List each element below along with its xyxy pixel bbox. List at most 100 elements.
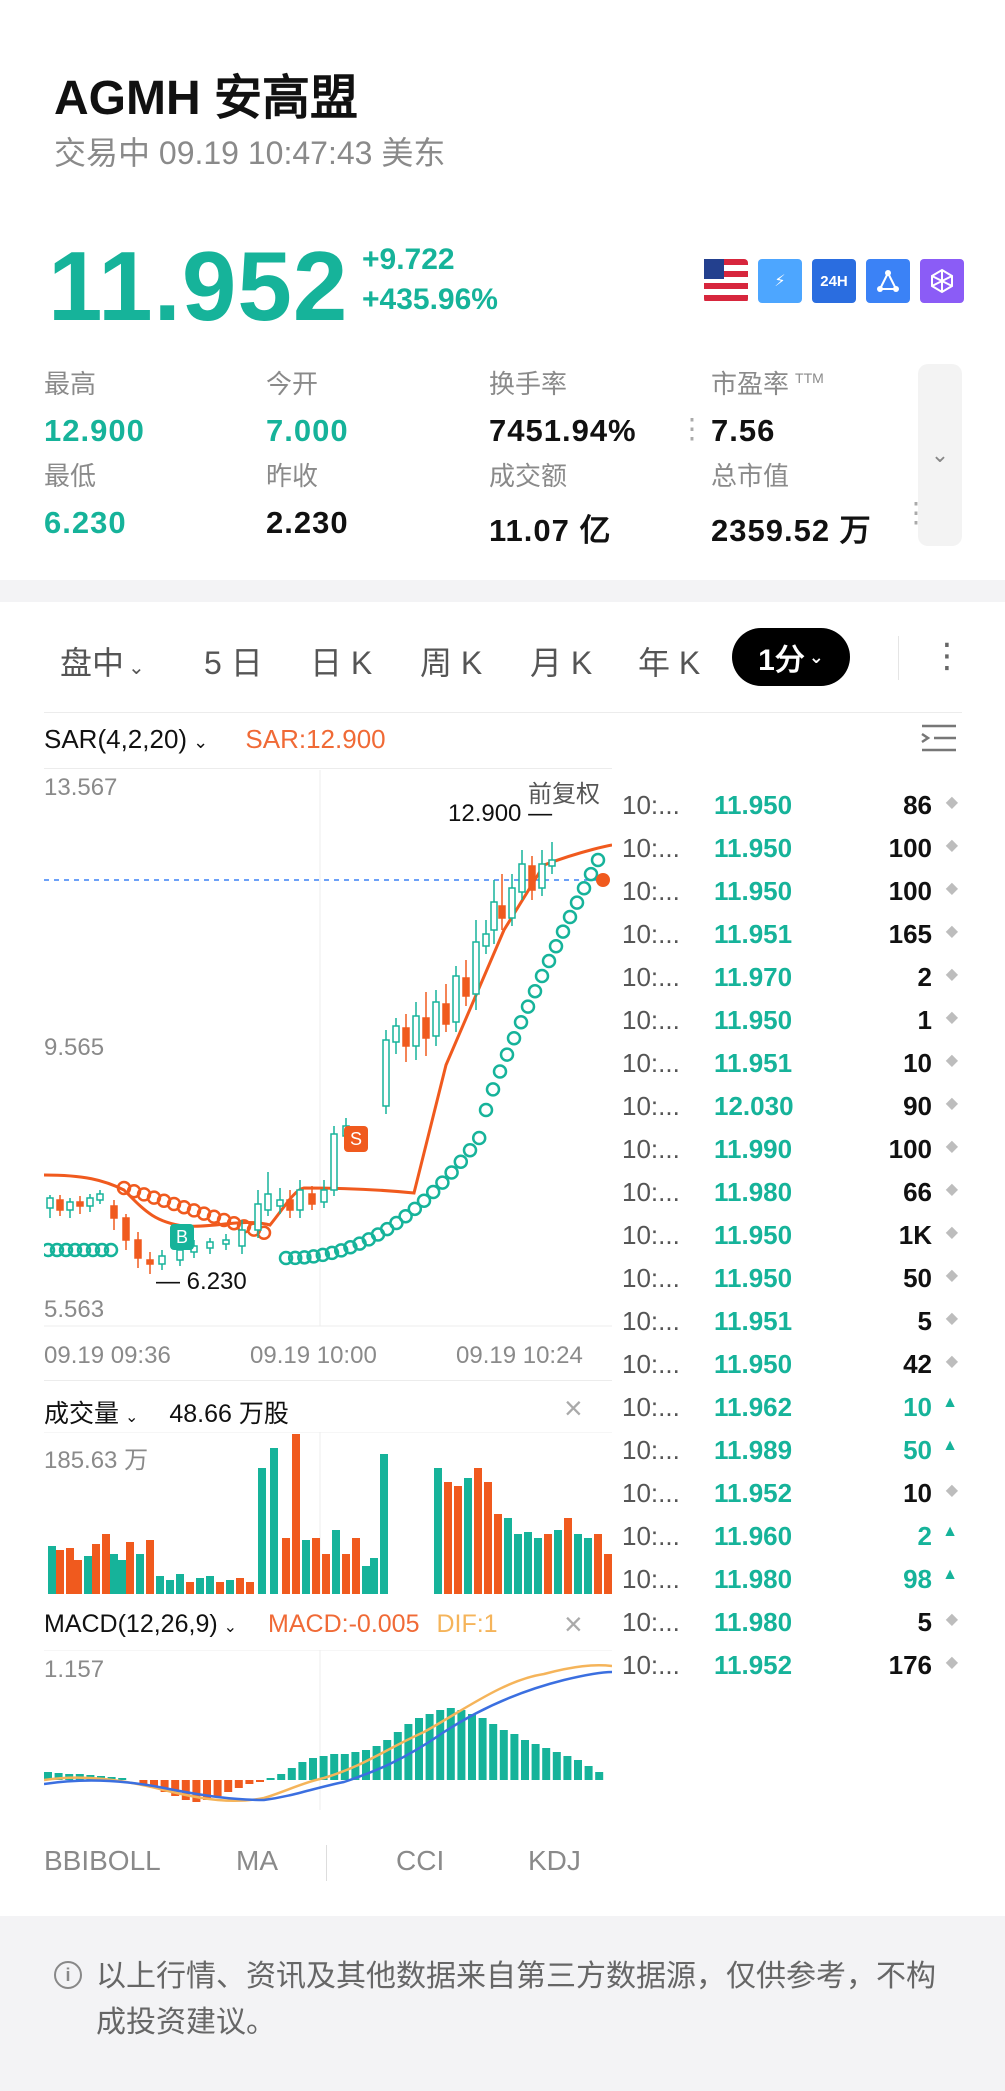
tab-bbiboll[interactable]: BBIBOLL: [44, 1845, 161, 1876]
volume-bar: [118, 1560, 126, 1594]
tab-month-k[interactable]: 月 K: [530, 645, 593, 681]
list-settings-icon[interactable]: [920, 722, 958, 756]
adjust-label[interactable]: 前复权: [528, 781, 600, 808]
trade-price: 11.952: [714, 1650, 793, 1680]
macd-bar: [234, 1780, 243, 1788]
macd-bar: [224, 1780, 233, 1792]
period-tabs: 盘中 ⌄ 5 日 日 K 周 K 月 K 年 K 1分 ⌄ ⋮: [0, 628, 1005, 688]
more-dots-icon[interactable]: ⋮: [678, 413, 706, 444]
candle-body: [442, 1003, 450, 1025]
lightning-icon[interactable]: ⚡: [758, 259, 802, 303]
volume-bar: [332, 1530, 340, 1594]
volume-bar: [312, 1538, 320, 1594]
sar-dot: [485, 1082, 501, 1097]
macd-chart[interactable]: [44, 1650, 612, 1810]
chevron-down-icon[interactable]: ⌄: [918, 364, 962, 546]
volume-bar: [258, 1468, 266, 1594]
chevron-down-icon[interactable]: ⌄: [223, 1619, 238, 1636]
volume-bar: [370, 1558, 378, 1594]
candlestick-chart[interactable]: [44, 770, 612, 1330]
macd-label[interactable]: MACD(12,26,9): [44, 1610, 218, 1638]
stock-title: AGMH 安高盟: [54, 72, 358, 125]
volume-header[interactable]: 成交量 ⌄ 48.66 万股: [44, 1394, 289, 1430]
sar-dot: [425, 1184, 441, 1200]
close-icon[interactable]: ×: [564, 1390, 583, 1426]
volume-bar: [92, 1544, 100, 1594]
volume-chart[interactable]: [44, 1432, 612, 1594]
macd-bar: [457, 1710, 466, 1780]
macd-bar: [266, 1778, 275, 1780]
stat-high: 最高 12.900: [44, 364, 145, 449]
tab-intraday[interactable]: 盘中 ⌄: [60, 638, 145, 684]
volume-bar: [454, 1486, 462, 1594]
change-amount: +9.722: [362, 243, 455, 276]
candle-body: [382, 1039, 390, 1107]
trade-time: 10:...: [622, 1177, 680, 1207]
sell-marker[interactable]: S: [344, 1126, 368, 1152]
indicator-name[interactable]: SAR(4,2,20): [44, 724, 188, 754]
diamond-icon: ◆: [945, 837, 958, 854]
trade-price: 11.980: [714, 1177, 793, 1207]
sar-dot: [555, 924, 571, 939]
candle-body: [320, 1189, 328, 1203]
tab-day-k[interactable]: 日 K: [310, 645, 373, 681]
close-icon[interactable]: ×: [564, 1606, 583, 1642]
candle-body: [402, 1027, 410, 1047]
tab-1min[interactable]: 1分 ⌄: [732, 628, 850, 686]
buy-marker[interactable]: B: [170, 1224, 194, 1250]
trade-row: 10:... 11.952 10 ◆: [622, 1478, 962, 1521]
trade-row: 10:... 12.030 90 ◆: [622, 1091, 962, 1134]
tab-year-k[interactable]: 年 K: [638, 645, 701, 681]
trade-volume: 10: [903, 1048, 932, 1078]
diamond-icon: ◆: [945, 1654, 958, 1671]
indicator-bar[interactable]: SAR(4,2,20) ⌄ SAR:12.900: [44, 724, 386, 755]
tab-ma[interactable]: MA: [236, 1845, 278, 1876]
candle-body: [110, 1205, 118, 1219]
sar-dot: [444, 1165, 459, 1180]
trade-time: 10:...: [622, 1607, 680, 1637]
tab-5day[interactable]: 5 日: [204, 645, 263, 681]
candle-body: [452, 975, 460, 1023]
info-icon: i: [54, 1961, 82, 1989]
low-label: — 6.230: [156, 1268, 247, 1295]
trade-row: 10:... 11.960 2 ▲: [622, 1521, 962, 1564]
volume-bar: [176, 1574, 184, 1594]
trade-volume: 50: [903, 1435, 932, 1465]
volume-label[interactable]: 成交量: [44, 1400, 120, 1428]
sar-dot: [435, 1175, 450, 1190]
tab-week-k[interactable]: 周 K: [420, 645, 483, 681]
x-axis-label: 09.19 09:36: [44, 1342, 171, 1369]
sar-dot: [58, 1242, 74, 1258]
tab-cci[interactable]: CCI: [396, 1845, 445, 1876]
dif-value: DIF:1: [436, 1610, 498, 1638]
network-icon[interactable]: [866, 259, 910, 303]
volume-bar: [524, 1532, 532, 1594]
us-flag-icon[interactable]: [704, 259, 748, 303]
volume-bar: [102, 1534, 110, 1594]
chevron-down-icon[interactable]: ⌄: [125, 1409, 139, 1426]
sar-dot: [513, 1014, 529, 1030]
trade-time: 10:...: [622, 1564, 680, 1594]
candle-body: [432, 1001, 440, 1037]
24h-icon[interactable]: 24H: [812, 259, 856, 303]
sar-dot: [453, 1154, 469, 1169]
tab-kdj[interactable]: KDJ: [528, 1845, 581, 1876]
volume-bar: [66, 1548, 74, 1594]
macd-header[interactable]: MACD(12,26,9) ⌄ MACD:-0.005 DIF:1: [44, 1610, 498, 1639]
candles: [46, 842, 556, 1274]
trade-price: 11.960: [714, 1521, 793, 1551]
sar-dot: [407, 1201, 423, 1217]
chevron-down-icon[interactable]: ⌄: [193, 732, 209, 752]
more-options-icon[interactable]: ⋮: [930, 637, 964, 675]
trade-row: 10:... 11.950 100 ◆: [622, 876, 962, 919]
trade-price: 11.950: [714, 1005, 793, 1035]
trade-volume: 176: [888, 1650, 932, 1680]
volume-bar: [186, 1582, 194, 1594]
disclaimer-footer: i 以上行情、资讯及其他数据来自第三方数据源，仅供参考，不构成投资建议。: [0, 1916, 1005, 2091]
cube-icon[interactable]: [920, 259, 964, 303]
volume-bar: [584, 1538, 592, 1594]
sar-dot: [278, 1250, 294, 1266]
trade-time: 10:...: [622, 1263, 680, 1293]
trade-volume: 1: [917, 1005, 932, 1035]
macd-bar: [393, 1732, 402, 1780]
